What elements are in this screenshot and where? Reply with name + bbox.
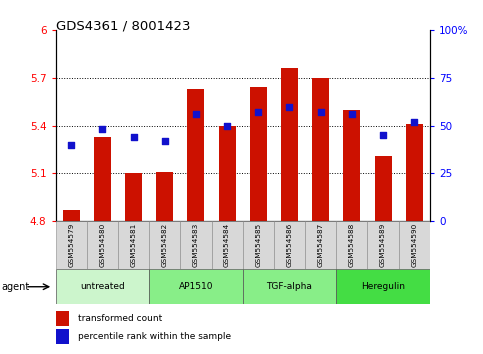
Text: GSM554579: GSM554579 <box>68 223 74 267</box>
Text: agent: agent <box>1 282 29 292</box>
Bar <box>56 269 149 304</box>
Point <box>129 134 137 140</box>
Bar <box>212 221 242 269</box>
Bar <box>398 221 430 269</box>
Bar <box>156 172 173 221</box>
Bar <box>242 269 336 304</box>
Text: GSM554584: GSM554584 <box>224 223 230 267</box>
Bar <box>406 124 423 221</box>
Point <box>192 112 200 117</box>
Text: GSM554581: GSM554581 <box>130 223 137 267</box>
Point <box>161 138 169 144</box>
Point <box>67 142 75 148</box>
Bar <box>336 269 430 304</box>
Point <box>317 109 325 115</box>
Text: GSM554583: GSM554583 <box>193 223 199 267</box>
Point <box>223 123 231 129</box>
Text: transformed count: transformed count <box>78 314 162 322</box>
Text: GSM554580: GSM554580 <box>99 223 105 267</box>
Bar <box>218 126 236 221</box>
Bar <box>305 221 336 269</box>
Bar <box>180 221 212 269</box>
Bar <box>312 78 329 221</box>
Text: GSM554589: GSM554589 <box>380 223 386 267</box>
Point <box>255 109 262 115</box>
Bar <box>94 137 111 221</box>
Text: percentile rank within the sample: percentile rank within the sample <box>78 332 231 341</box>
Text: GSM554585: GSM554585 <box>256 223 261 267</box>
Bar <box>87 221 118 269</box>
Text: GSM554588: GSM554588 <box>349 223 355 267</box>
Bar <box>281 68 298 221</box>
Text: GDS4361 / 8001423: GDS4361 / 8001423 <box>56 19 190 33</box>
Bar <box>343 110 360 221</box>
Bar <box>336 221 368 269</box>
Bar <box>374 156 392 221</box>
Bar <box>125 173 142 221</box>
Text: AP1510: AP1510 <box>179 282 213 291</box>
Point <box>99 127 106 132</box>
Bar <box>149 269 242 304</box>
Bar <box>368 221 398 269</box>
Point <box>348 112 356 117</box>
Bar <box>63 210 80 221</box>
Text: TGF-alpha: TGF-alpha <box>267 282 313 291</box>
Text: GSM554582: GSM554582 <box>162 223 168 267</box>
Bar <box>187 89 204 221</box>
Bar <box>274 221 305 269</box>
Bar <box>56 311 69 326</box>
Bar <box>118 221 149 269</box>
Text: Heregulin: Heregulin <box>361 282 405 291</box>
Text: GSM554586: GSM554586 <box>286 223 293 267</box>
Bar <box>149 221 180 269</box>
Bar <box>250 87 267 221</box>
Text: untreated: untreated <box>80 282 125 291</box>
Point <box>379 132 387 138</box>
Point <box>285 104 293 109</box>
Text: GSM554587: GSM554587 <box>318 223 324 267</box>
Bar <box>56 221 87 269</box>
Bar <box>56 329 69 344</box>
Text: GSM554590: GSM554590 <box>411 223 417 267</box>
Point <box>411 119 418 125</box>
Bar <box>242 221 274 269</box>
